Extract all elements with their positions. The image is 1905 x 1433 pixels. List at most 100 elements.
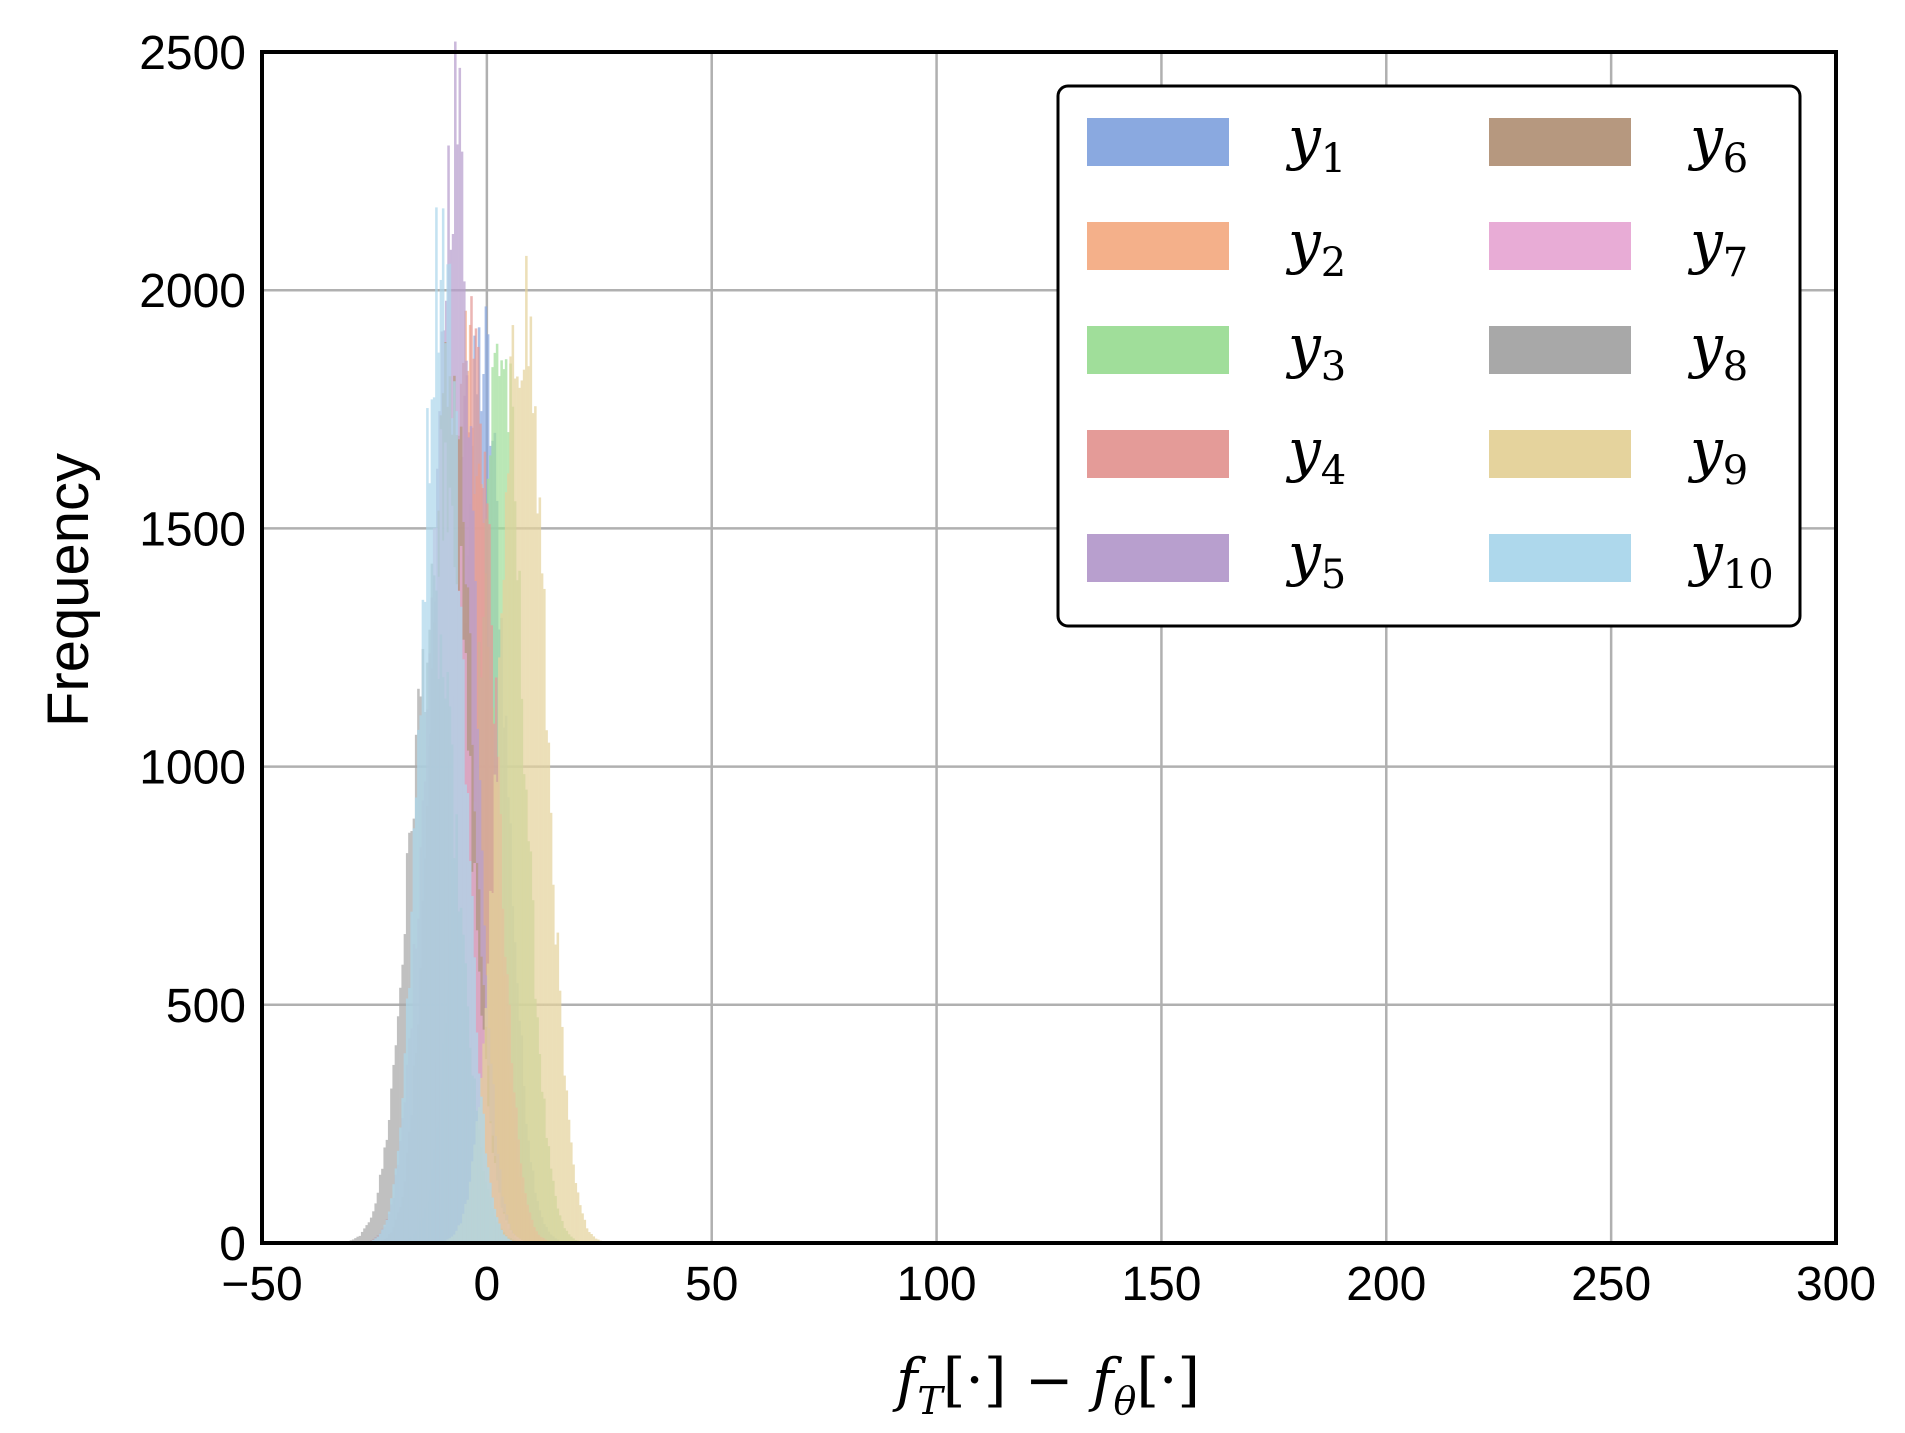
- x-tick-label: 200: [1346, 1258, 1426, 1311]
- histogram-bar: [527, 366, 530, 1243]
- histogram-bar: [412, 828, 416, 1243]
- histogram-bar: [354, 1238, 357, 1243]
- histogram-bar: [363, 1228, 366, 1243]
- histogram-bar: [423, 601, 427, 1243]
- histogram-bar: [547, 742, 551, 1243]
- legend-swatch: [1087, 222, 1229, 270]
- legend-label: y7: [1687, 208, 1748, 286]
- legend-swatch: [1489, 430, 1631, 478]
- y-tick-label: 500: [166, 980, 246, 1033]
- histogram-bar: [486, 1167, 490, 1243]
- histogram-bar: [592, 1236, 596, 1243]
- histogram-bar: [394, 1045, 398, 1243]
- y-tick-label: 2500: [139, 27, 246, 80]
- histogram-bar: [394, 1168, 398, 1243]
- histogram-bar: [426, 408, 429, 1243]
- histogram-bar: [498, 1223, 501, 1243]
- histogram-bar: [401, 1098, 404, 1243]
- histogram-bar: [367, 1222, 371, 1243]
- histogram-bar: [581, 1213, 584, 1243]
- x-tick-label: 300: [1796, 1258, 1876, 1311]
- histogram-bar: [483, 451, 487, 1243]
- histogram-bar: [390, 1088, 393, 1243]
- histogram-bar: [392, 1184, 395, 1243]
- histogram-bar: [588, 1232, 591, 1243]
- histogram-bar: [383, 1224, 386, 1243]
- histogram-bar: [473, 957, 476, 1243]
- histogram-bar: [405, 998, 409, 1243]
- histogram-bar: [509, 356, 512, 1243]
- legend-item-y7: y7: [1489, 208, 1748, 286]
- histogram-bar: [403, 1053, 407, 1243]
- histogram-bar: [565, 1090, 569, 1243]
- legend-box: [1056, 84, 1802, 628]
- histogram-bar: [484, 1008, 488, 1243]
- histogram-series-y9: [439, 255, 607, 1244]
- histogram-bar: [477, 1073, 481, 1243]
- histogram-bar: [500, 613, 503, 1243]
- legend-label: y9: [1687, 416, 1748, 494]
- histogram-bar: [489, 890, 492, 1243]
- histogram-bar: [495, 781, 499, 1243]
- histogram-bar: [381, 1229, 384, 1243]
- legend-item-y3: y3: [1087, 312, 1346, 390]
- histogram-bar: [558, 990, 562, 1243]
- legend-item-y2: y2: [1087, 208, 1346, 286]
- y-tick-label: 0: [219, 1218, 246, 1271]
- histogram-bar: [484, 1153, 488, 1243]
- histogram-series: [345, 41, 607, 1244]
- histogram-bar: [457, 591, 461, 1243]
- histogram-bar: [414, 797, 418, 1243]
- histogram-bar: [486, 963, 490, 1243]
- histogram-bar: [561, 1026, 564, 1243]
- legend: y1 y2 y3 y4 y5 y6 y7 y8 y9 y10: [1056, 84, 1802, 628]
- histogram-bar: [594, 1238, 598, 1243]
- histogram-bar: [502, 1234, 506, 1243]
- legend-label: y1: [1285, 104, 1346, 182]
- legend-swatch: [1489, 222, 1631, 270]
- histogram-bar: [520, 380, 524, 1243]
- histogram-bar: [399, 1127, 402, 1243]
- histogram-bar: [374, 1238, 377, 1243]
- histogram-bar: [459, 606, 463, 1243]
- y-tick-label: 2000: [139, 265, 246, 318]
- histogram-bar: [583, 1219, 587, 1243]
- x-tick-label: 0: [474, 1258, 501, 1311]
- histogram-bar: [482, 1113, 485, 1243]
- histogram-bar: [538, 497, 542, 1243]
- legend-label: y3: [1285, 312, 1346, 390]
- histogram-bar: [493, 1208, 497, 1243]
- histogram-bar: [466, 793, 470, 1243]
- histogram-bar: [518, 387, 521, 1243]
- histogram-bar: [390, 1198, 393, 1243]
- histogram-bar: [358, 1235, 362, 1243]
- histogram-bar: [552, 884, 555, 1243]
- histogram-bar: [378, 1174, 382, 1243]
- x-label-bracket2: [·]: [1136, 1346, 1200, 1414]
- legend-item-y4: y4: [1087, 416, 1346, 494]
- y-axis-ticks: 0 500 1000 1500 2000 2500: [139, 27, 246, 1271]
- histogram-bar: [453, 381, 456, 1243]
- histogram-bar: [491, 1197, 494, 1243]
- histogram-bar: [396, 1016, 400, 1243]
- histogram-bar: [531, 413, 535, 1243]
- histogram-bar: [383, 1147, 386, 1243]
- histogram-bar: [455, 411, 458, 1243]
- histogram-bar: [437, 352, 440, 1244]
- histogram-bar: [387, 1211, 391, 1243]
- histogram-bar: [525, 255, 528, 1244]
- plot-frame: [260, 50, 1838, 1245]
- histogram-bar: [488, 524, 491, 1243]
- histogram-bar: [448, 263, 452, 1243]
- legend-label: y6: [1687, 104, 1748, 182]
- histogram-bar: [574, 1183, 578, 1243]
- histogram-bar: [540, 573, 544, 1243]
- legend-swatch: [1489, 326, 1631, 374]
- x-tick-label: 100: [897, 1258, 977, 1311]
- histogram-bar: [504, 1236, 508, 1243]
- histogram-bar: [419, 715, 422, 1243]
- histogram-bar: [475, 1032, 479, 1243]
- histogram-series-y10: [365, 207, 517, 1244]
- legend-item-y8: y8: [1489, 312, 1748, 390]
- y-tick-label: 1000: [139, 742, 246, 795]
